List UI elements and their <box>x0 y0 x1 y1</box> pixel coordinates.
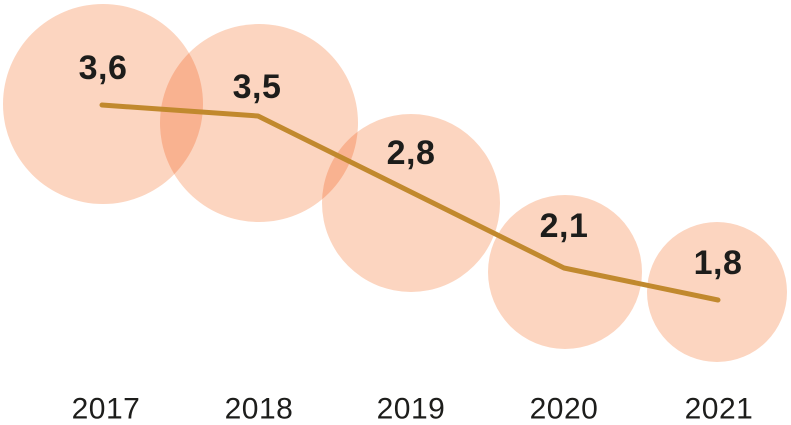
bubble-2018 <box>160 24 358 222</box>
value-label-2021: 1,8 <box>694 244 743 282</box>
value-label-2020: 2,1 <box>540 207 589 245</box>
year-label-2017: 2017 <box>72 393 141 425</box>
value-label-2019: 2,8 <box>387 134 436 172</box>
trend-line <box>99 102 721 303</box>
year-label-2021: 2021 <box>685 393 754 425</box>
year-label-2018: 2018 <box>225 393 294 425</box>
value-label-2018: 3,5 <box>233 68 282 106</box>
bubble-2020 <box>488 195 642 349</box>
value-label-2017: 3,6 <box>79 49 128 87</box>
year-label-2019: 2019 <box>377 393 446 425</box>
year-label-2020: 2020 <box>530 393 599 425</box>
bubble-2021 <box>647 222 787 362</box>
bubble-2019 <box>322 114 500 292</box>
